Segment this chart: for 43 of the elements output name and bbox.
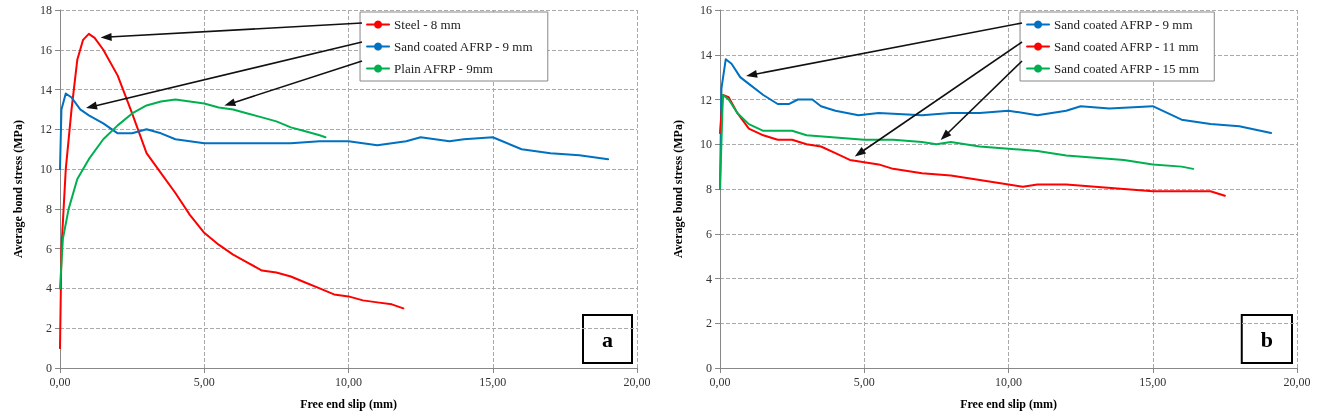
y-tick-label: 0 (46, 361, 52, 375)
legend-label: Sand coated AFRP - 11 mm (1054, 39, 1199, 54)
y-tick-label: 14 (700, 47, 712, 62)
x-tick-label: 5,00 (853, 375, 875, 389)
x-tick-label: 15,00 (1139, 375, 1167, 389)
x-tick-label: 20,00 (1283, 375, 1311, 389)
y-tick-label: 8 (706, 182, 712, 196)
y-tick-label: 4 (706, 271, 712, 286)
y-tick-label: 16 (700, 3, 712, 17)
legend-label: Sand coated AFRP - 9 mm (1054, 17, 1193, 32)
y-tick-label: 2 (46, 321, 52, 336)
x-axis-title: Free end slip (mm) (960, 397, 1057, 411)
legend-label: Steel - 8 mm (394, 17, 461, 32)
x-tick-label: 0,00 (49, 375, 71, 389)
y-tick-label: 16 (40, 42, 52, 57)
x-tick-label: 20,00 (623, 375, 651, 389)
x-axis-title: Free end slip (mm) (300, 397, 397, 411)
line-series (59, 92, 610, 171)
y-axis-title: Average bond stress (MPa) (671, 120, 685, 258)
legend-label: Sand coated AFRP - 9 mm (394, 39, 533, 54)
annotation: a (602, 326, 613, 352)
y-tick-label: 18 (40, 3, 52, 17)
y-tick-label: 12 (700, 92, 712, 107)
y-tick-label: 4 (46, 281, 52, 296)
x-tick-label: 0,00 (709, 375, 731, 389)
y-axis-title: Average bond stress (MPa) (11, 120, 25, 258)
x-tick-label: 10,00 (335, 375, 362, 389)
legend-label: Plain AFRP - 9mm (394, 61, 493, 76)
y-tick-label: 0 (706, 361, 712, 375)
x-tick-label: 5,00 (193, 375, 215, 389)
y-tick-label: 14 (40, 82, 52, 97)
y-tick-label: 2 (706, 316, 712, 331)
line-series (59, 98, 327, 290)
annotation: b (1260, 326, 1274, 352)
y-tick-label: 8 (46, 201, 52, 216)
legend-label: Sand coated AFRP - 15 mm (1054, 61, 1200, 76)
x-tick-label: 15,00 (479, 375, 507, 389)
y-tick-label: 6 (46, 241, 52, 256)
y-tick-label: 10 (700, 137, 712, 152)
y-tick-label: 12 (40, 122, 52, 137)
y-tick-label: 10 (40, 162, 52, 177)
x-tick-label: 10,00 (995, 375, 1022, 389)
y-tick-label: 6 (706, 226, 712, 241)
